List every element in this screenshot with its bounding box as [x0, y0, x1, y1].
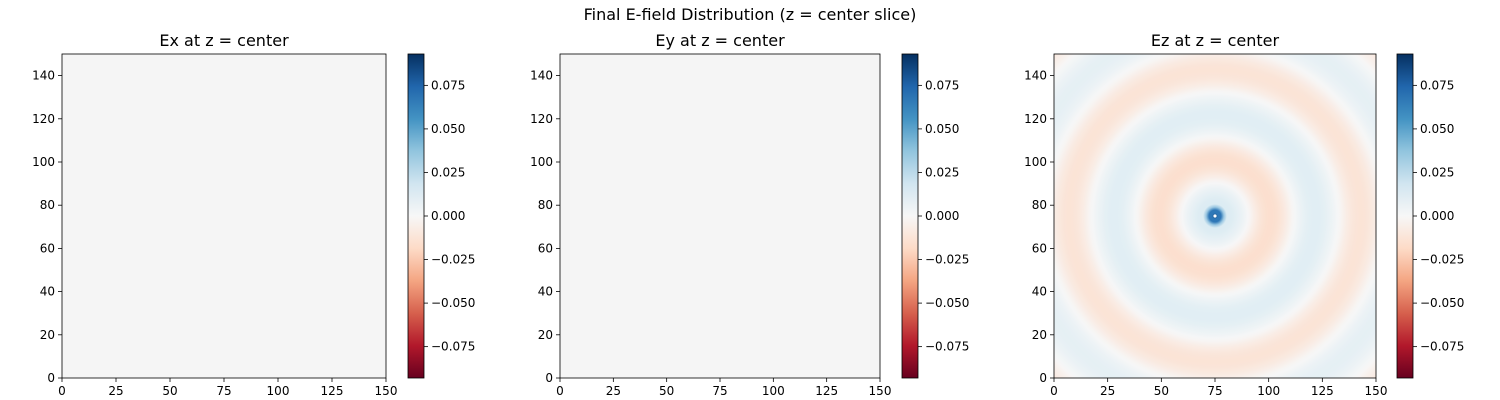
x-tick-label: 75: [216, 384, 231, 398]
y-tick-label: 100: [1024, 155, 1047, 169]
y-tick-label: 80: [1032, 198, 1047, 212]
colorbar-tick-label: −0.050: [925, 296, 969, 310]
colorbar-tick-label: 0.025: [925, 165, 959, 179]
y-tick-label: 0: [545, 371, 553, 385]
y-tick-label: 40: [538, 285, 553, 299]
colorbar-tick-label: 0.050: [1420, 122, 1454, 136]
x-tick-label: 50: [1154, 384, 1169, 398]
x-tick-label: 50: [659, 384, 674, 398]
y-tick-label: 80: [538, 198, 553, 212]
y-tick-label: 140: [32, 69, 55, 83]
colorbar-gradient: [902, 54, 918, 378]
y-tick-label: 140: [1024, 69, 1047, 83]
figure-suptitle: Final E-field Distribution (z = center s…: [583, 5, 917, 24]
axes-title: Ez at z = center: [1151, 31, 1280, 50]
x-tick-label: 75: [712, 384, 727, 398]
panel-ez: Ez at z = center 0 25 50 75 100 125 150 0 20 40 60 8…: [1024, 31, 1464, 398]
colorbar-tick-label: −0.050: [431, 296, 475, 310]
colorbar-gradient: [408, 54, 424, 378]
colorbar-tick-label: −0.025: [431, 253, 475, 267]
y-tick-label: 0: [1039, 371, 1047, 385]
y-tick-label: 80: [40, 198, 55, 212]
heatmap-image: [62, 54, 386, 378]
colorbar: 0.075 0.050 0.025 0.000 −0.025 −0.050 −0.075: [901, 53, 969, 379]
colorbar-tick-label: −0.050: [1420, 296, 1464, 310]
y-tick-label: 60: [538, 241, 553, 255]
y-tick-label: 120: [530, 112, 553, 126]
axes-title: Ey at z = center: [655, 31, 785, 50]
x-tick-label: 125: [1311, 384, 1334, 398]
y-tick-label: 40: [1032, 285, 1047, 299]
y-tick-label: 20: [1032, 328, 1047, 342]
colorbar-tick-label: 0.050: [925, 122, 959, 136]
y-tick-label: 20: [40, 328, 55, 342]
x-tick-label: 150: [869, 384, 892, 398]
y-tick-label: 60: [1032, 241, 1047, 255]
colorbar-tick-label: 0.000: [1420, 209, 1454, 223]
source-center-point: [1213, 214, 1217, 218]
x-tick-label: 150: [1365, 384, 1388, 398]
colorbar-tick-label: −0.025: [925, 253, 969, 267]
colorbar-tick-label: 0.025: [1420, 165, 1454, 179]
y-tick-label: 0: [47, 371, 55, 385]
x-tick-label: 50: [162, 384, 177, 398]
colorbar-tick-label: −0.025: [1420, 253, 1464, 267]
y-tick-label: 60: [40, 241, 55, 255]
y-tick-label: 20: [538, 328, 553, 342]
colorbar-tick-label: −0.075: [1420, 340, 1464, 354]
y-tick-label: 100: [32, 155, 55, 169]
colorbar-tick-label: 0.075: [431, 78, 465, 92]
panel-ex: Ex at z = center 0 25 50 75 100 125 150 0 20 40 60 8…: [32, 31, 475, 398]
x-tick-label: 150: [375, 384, 398, 398]
colorbar: 0.075 0.050 0.025 0.000 −0.025 −0.050 −0.075: [1396, 53, 1464, 379]
colorbar-tick-label: −0.075: [925, 340, 969, 354]
heatmap-image: [560, 54, 880, 378]
axes-title: Ex at z = center: [159, 31, 289, 50]
x-tick-label: 25: [108, 384, 123, 398]
colorbar: 0.075 0.050 0.025 0.000 −0.025 −0.050 −0.075: [407, 53, 475, 379]
x-tick-label: 0: [58, 384, 66, 398]
colorbar-tick-label: 0.000: [431, 209, 465, 223]
colorbar-tick-label: −0.075: [431, 340, 475, 354]
colorbar-tick-label: 0.075: [1420, 78, 1454, 92]
x-tick-label: 75: [1207, 384, 1222, 398]
x-tick-label: 100: [762, 384, 785, 398]
x-tick-label: 125: [815, 384, 838, 398]
colorbar-tick-label: 0.000: [925, 209, 959, 223]
colorbar-tick-label: 0.050: [431, 122, 465, 136]
colorbar-tick-label: 0.075: [925, 78, 959, 92]
y-tick-label: 100: [530, 155, 553, 169]
x-tick-label: 25: [606, 384, 621, 398]
y-tick-label: 40: [40, 285, 55, 299]
y-tick-label: 140: [530, 69, 553, 83]
x-tick-label: 0: [556, 384, 564, 398]
y-tick-label: 120: [32, 112, 55, 126]
colorbar-gradient: [1397, 54, 1413, 378]
x-tick-label: 0: [1050, 384, 1058, 398]
colorbar-tick-label: 0.025: [431, 165, 465, 179]
x-tick-label: 100: [1257, 384, 1280, 398]
x-tick-label: 125: [321, 384, 344, 398]
x-tick-label: 100: [267, 384, 290, 398]
y-tick-label: 120: [1024, 112, 1047, 126]
x-tick-label: 25: [1100, 384, 1115, 398]
panel-ey: Ey at z = center 0 25 50 75 100 125 150 0 20 40 60 8…: [530, 31, 969, 398]
